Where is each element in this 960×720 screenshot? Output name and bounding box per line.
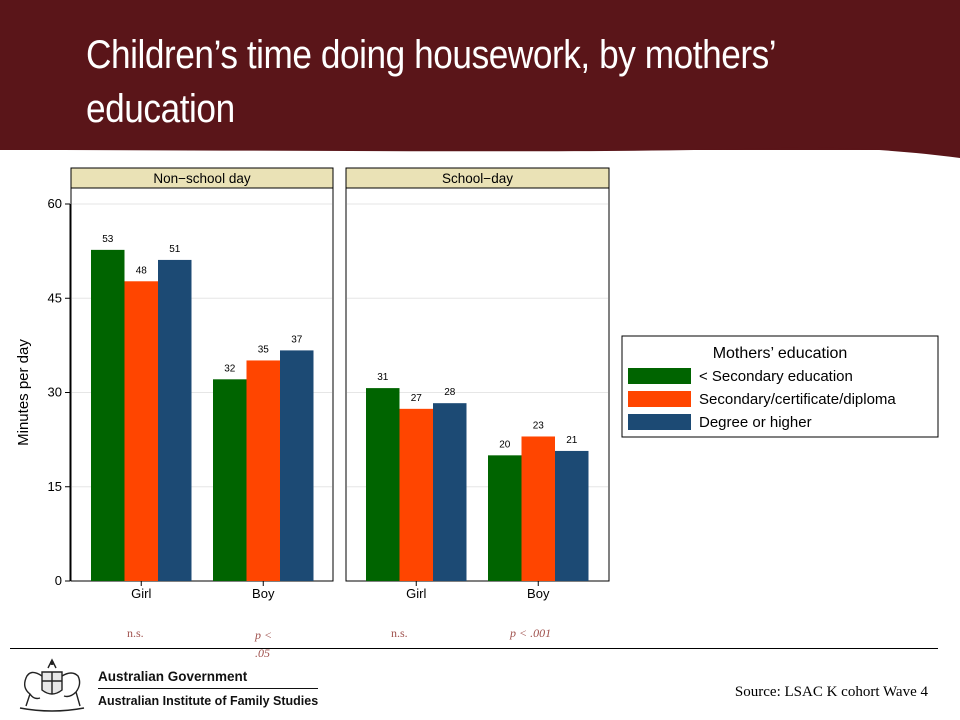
bar xyxy=(488,455,522,581)
footer-divider xyxy=(10,648,938,649)
bar-value-label: 20 xyxy=(499,439,511,450)
bar-value-label: 35 xyxy=(258,344,270,355)
y-tick-label: 30 xyxy=(48,385,62,400)
bar-value-label: 23 xyxy=(533,420,545,431)
bar xyxy=(366,388,400,581)
bar xyxy=(91,249,125,581)
bar xyxy=(280,350,314,581)
y-tick-label: 45 xyxy=(48,290,62,305)
panel-title: Non−school day xyxy=(153,171,250,186)
legend-label: Secondary/certificate/diploma xyxy=(699,391,896,408)
x-tick-label: Girl xyxy=(406,586,426,601)
bar xyxy=(158,259,192,581)
bar xyxy=(399,408,433,581)
bar-value-label: 48 xyxy=(136,265,148,276)
legend-swatch xyxy=(628,368,691,384)
coat-of-arms-logo xyxy=(19,658,85,712)
x-tick-label: Girl xyxy=(131,586,151,601)
panel-title: School−day xyxy=(442,171,513,186)
bar-value-label: 37 xyxy=(291,334,303,345)
bar xyxy=(213,379,247,581)
bar-value-label: 53 xyxy=(102,234,114,245)
bar-value-label: 32 xyxy=(224,363,236,374)
y-axis-title: Minutes per day xyxy=(15,339,32,446)
bar xyxy=(521,436,555,581)
legend-title: Mothers’ education xyxy=(713,345,848,362)
bar-value-label: 31 xyxy=(377,372,389,383)
bar xyxy=(246,360,280,581)
org-name-divider xyxy=(98,688,318,689)
x-tick-label: Boy xyxy=(527,586,550,601)
significance-note: p < .05 xyxy=(255,628,273,660)
y-tick-label: 0 xyxy=(55,573,62,588)
org-name-secondary: Australian Institute of Family Studies xyxy=(98,694,319,708)
housework-bar-chart: 0 15 30 45 60 Minutes per day Non−school day 53… xyxy=(15,167,939,601)
bar-value-label: 51 xyxy=(169,244,181,255)
bar-value-label: 27 xyxy=(411,393,423,404)
legend-label: < Secondary education xyxy=(699,368,853,385)
significance-note: p < .001 xyxy=(510,626,552,640)
org-name-primary: Australian Government xyxy=(98,669,248,684)
bar xyxy=(555,450,589,581)
bar-value-label: 21 xyxy=(566,435,578,446)
y-tick-label: 60 xyxy=(48,196,62,211)
significance-note: n.s. xyxy=(391,626,408,640)
y-tick-label: 15 xyxy=(48,479,62,494)
legend-label: Degree or higher xyxy=(699,414,812,431)
banner-wave-decoration xyxy=(0,147,960,158)
significance-note: n.s. xyxy=(127,626,144,640)
bar xyxy=(124,281,158,581)
bar-value-label: 28 xyxy=(444,387,456,398)
title-banner xyxy=(0,0,960,150)
legend-swatch xyxy=(628,391,691,407)
legend-swatch xyxy=(628,414,691,430)
slide-title: Children’s time doing housework, by moth… xyxy=(86,33,775,131)
x-tick-label: Boy xyxy=(252,586,275,601)
bar xyxy=(433,403,467,581)
source-citation: Source: LSAC K cohort Wave 4 xyxy=(734,684,928,700)
